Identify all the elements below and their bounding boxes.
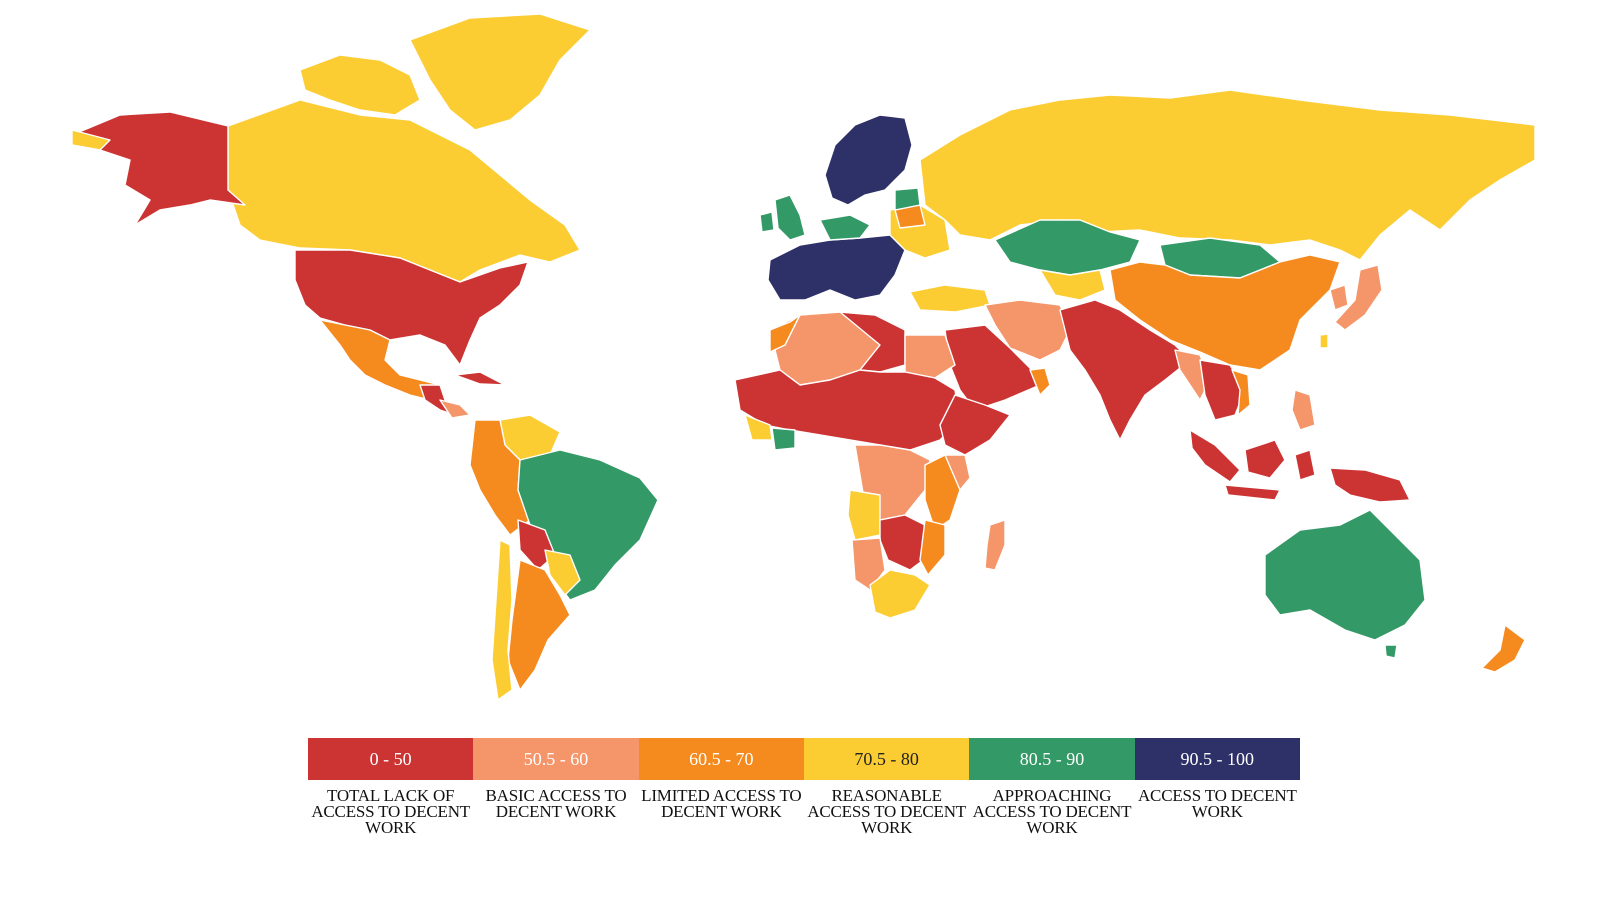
legend-labels: TOTAL LACK OF ACCESS TO DECENT WORK BASI… bbox=[308, 786, 1300, 837]
legend-label-access: ACCESS TO DECENT WORK bbox=[1137, 786, 1297, 821]
region-ireland bbox=[759, 211, 775, 233]
region-south-africa bbox=[869, 569, 931, 619]
region-libya bbox=[839, 311, 906, 373]
region-australia bbox=[1264, 509, 1426, 641]
region-russia bbox=[919, 89, 1536, 261]
legend-swatches: 0 - 50 50.5 - 60 60.5 - 70 70.5 - 80 80.… bbox=[308, 738, 1300, 780]
legend-label-reasonable: REASONABLE ACCESS TO DECENT WORK bbox=[807, 786, 966, 837]
region-uk bbox=[774, 194, 806, 241]
region-tasmania bbox=[1384, 644, 1398, 659]
region-west-africa-coast bbox=[744, 414, 773, 441]
region-oman bbox=[1029, 367, 1051, 396]
region-kazakhstan bbox=[994, 219, 1141, 276]
region-madagascar bbox=[984, 519, 1006, 571]
region-ethiopia-horn bbox=[939, 394, 1011, 456]
region-cuba bbox=[454, 371, 506, 386]
region-paraguay-uruguay bbox=[544, 549, 581, 596]
legend-label-basic: BASIC ACCESS TO DECENT WORK bbox=[485, 786, 627, 821]
legend-swatch-70-80: 70.5 - 80 bbox=[803, 738, 970, 780]
legend-swatch-60-70: 60.5 - 70 bbox=[638, 738, 804, 780]
region-china bbox=[1109, 254, 1341, 371]
region-bolivia bbox=[517, 519, 556, 571]
region-usa bbox=[294, 249, 529, 366]
region-canada-arctic-islands bbox=[299, 54, 421, 116]
region-borneo bbox=[1244, 439, 1286, 479]
legend-swatch-90-100: 90.5 - 100 bbox=[1134, 738, 1300, 780]
region-western-europe bbox=[767, 234, 906, 301]
world-map bbox=[71, 13, 1536, 701]
region-baltics bbox=[894, 187, 921, 211]
region-canada bbox=[227, 99, 581, 283]
region-indonesia-west bbox=[1189, 429, 1241, 483]
region-new-zealand bbox=[1481, 624, 1526, 673]
region-greenland bbox=[409, 13, 591, 131]
legend-label-total-lack: TOTAL LACK OF ACCESS TO DECENT WORK bbox=[311, 786, 470, 837]
region-japan bbox=[1334, 264, 1383, 331]
region-arabia bbox=[944, 324, 1041, 411]
region-sulawesi-papua bbox=[1294, 449, 1316, 481]
region-java bbox=[1224, 484, 1281, 501]
region-vietnam bbox=[1231, 369, 1251, 416]
region-kenya-tanzania bbox=[944, 454, 971, 491]
region-central-europe bbox=[819, 214, 871, 241]
region-alaska bbox=[71, 111, 246, 226]
region-aleutians bbox=[71, 129, 111, 151]
region-taiwan bbox=[1319, 333, 1329, 349]
region-argentina bbox=[507, 559, 571, 691]
region-iran-gulf bbox=[984, 299, 1071, 361]
region-cote-divoire bbox=[771, 427, 796, 451]
region-egypt bbox=[904, 334, 956, 379]
region-korea bbox=[1329, 284, 1349, 311]
region-south-asia bbox=[1059, 299, 1191, 441]
region-chile bbox=[491, 539, 513, 701]
region-philippines bbox=[1291, 389, 1316, 431]
legend-swatch-0-50: 0 - 50 bbox=[308, 738, 474, 780]
region-papua bbox=[1329, 467, 1411, 503]
legend-swatch-80-90: 80.5 - 90 bbox=[969, 738, 1135, 780]
region-mozambique bbox=[919, 519, 946, 576]
legend-swatch-50-60: 50.5 - 60 bbox=[473, 738, 639, 780]
region-scandinavia bbox=[824, 114, 913, 206]
region-turkey bbox=[909, 284, 991, 313]
region-angola bbox=[847, 489, 881, 541]
region-panama bbox=[439, 399, 471, 419]
legend-label-approaching: APPROACHING ACCESS TO DECENT WORK bbox=[972, 786, 1132, 837]
region-central-asia bbox=[1039, 269, 1106, 301]
legend-label-limited: LIMITED ACCESS TO DECENT WORK bbox=[641, 786, 802, 821]
legend: 0 - 50 50.5 - 60 60.5 - 70 70.5 - 80 80.… bbox=[308, 738, 1300, 836]
region-morocco bbox=[769, 314, 801, 353]
